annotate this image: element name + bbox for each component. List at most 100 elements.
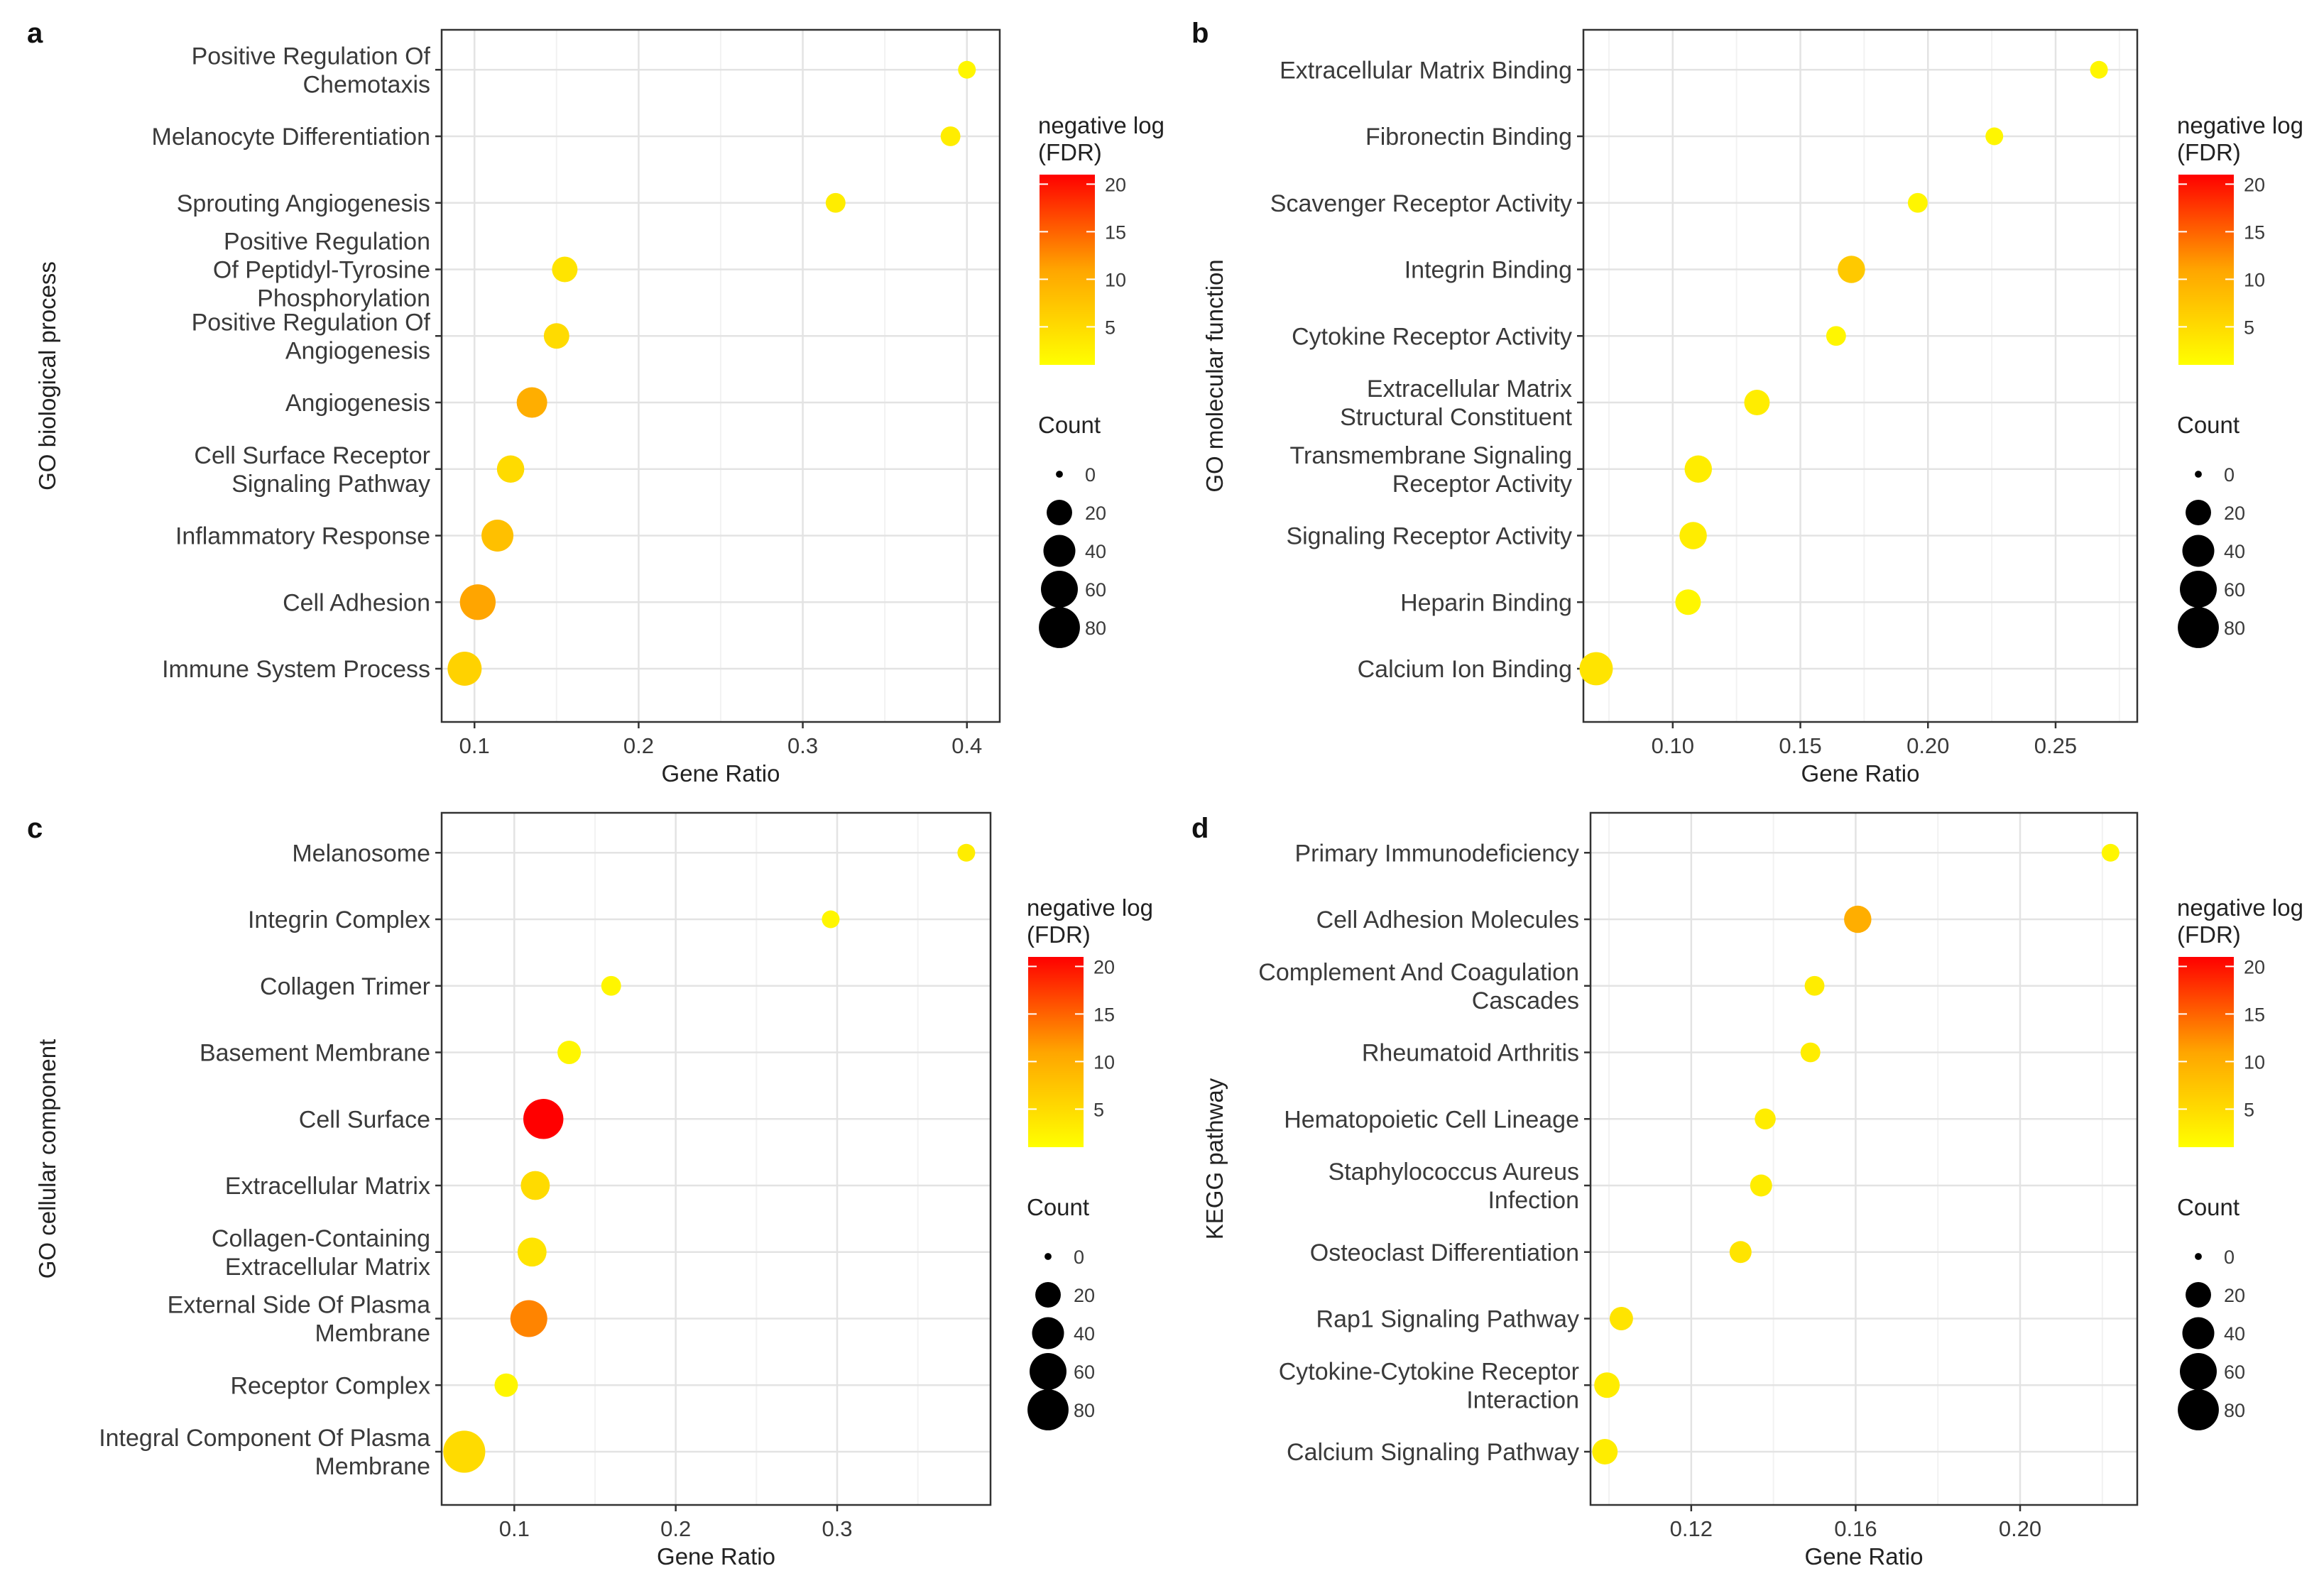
data-point[interactable] bbox=[459, 584, 496, 620]
size-legend-dot bbox=[2195, 471, 2202, 478]
size-legend-dot bbox=[1032, 1317, 1064, 1349]
category-label-line: Heparin Binding bbox=[1400, 589, 1572, 616]
category-label-line: Positive Regulation Of bbox=[192, 43, 431, 70]
x-tick-label: 0.15 bbox=[1779, 733, 1821, 758]
data-point[interactable] bbox=[1804, 975, 1825, 996]
data-point[interactable] bbox=[496, 455, 525, 483]
category-label-line: Osteoclast Differentiation bbox=[1310, 1239, 1579, 1266]
data-point[interactable] bbox=[957, 843, 976, 862]
data-point[interactable] bbox=[481, 520, 514, 552]
data-point[interactable] bbox=[1844, 905, 1872, 933]
plot-border bbox=[1589, 811, 2139, 1506]
size-legend-dot bbox=[1030, 1353, 1066, 1390]
category-label: Signaling Receptor Activity bbox=[1286, 523, 1572, 550]
panel-d: 0.12 0.16 0.20 Primary Immunodeficiency Cell… bbox=[1191, 811, 2303, 1570]
category-label: Calcium Ion Binding bbox=[1358, 656, 1572, 683]
data-point[interactable] bbox=[940, 126, 961, 146]
category-label: Integral Component Of Plasma Membrane bbox=[99, 1425, 430, 1480]
data-point[interactable] bbox=[2101, 843, 2120, 862]
size-legend-label: 20 bbox=[1085, 503, 1106, 524]
data-point[interactable] bbox=[1579, 652, 1613, 686]
data-point[interactable] bbox=[1750, 1174, 1772, 1197]
x-tick-label: 0.20 bbox=[1906, 733, 1949, 758]
category-label: Receptor Complex bbox=[230, 1372, 430, 1399]
data-point[interactable] bbox=[1826, 326, 1846, 346]
data-point[interactable] bbox=[1675, 589, 1701, 615]
y-axis-title: GO molecular function bbox=[1201, 259, 1228, 492]
data-point[interactable] bbox=[510, 1300, 547, 1337]
color-legend-tick-label: 20 bbox=[2244, 174, 2265, 195]
size-legend-label: 80 bbox=[2224, 1400, 2245, 1421]
category-label: External Side Of Plasma Membrane bbox=[168, 1292, 430, 1347]
data-point[interactable] bbox=[1838, 256, 1865, 283]
data-point[interactable] bbox=[1800, 1042, 1821, 1063]
data-point[interactable] bbox=[1907, 192, 1928, 213]
category-label-line: Extracellular Matrix Binding bbox=[1280, 57, 1572, 84]
data-point[interactable] bbox=[1592, 1439, 1618, 1464]
category-label-line: Collagen-Containing bbox=[212, 1225, 430, 1252]
category-label: Melanosome bbox=[292, 840, 430, 867]
size-legend-dot bbox=[2180, 1353, 2217, 1390]
data-point[interactable] bbox=[825, 192, 846, 213]
data-point[interactable] bbox=[523, 1099, 564, 1139]
size-legend-label: 40 bbox=[2224, 1323, 2245, 1345]
color-legend-tick-label: 10 bbox=[2244, 1051, 2265, 1073]
data-point[interactable] bbox=[443, 1430, 486, 1473]
data-point[interactable] bbox=[552, 256, 578, 283]
category-label: Complement And Coagulation Cascades bbox=[1258, 959, 1579, 1014]
data-point[interactable] bbox=[1729, 1241, 1752, 1264]
category-label-line: Integrin Complex bbox=[248, 907, 430, 933]
data-point[interactable] bbox=[958, 60, 976, 79]
data-point[interactable] bbox=[1985, 127, 2004, 146]
data-point[interactable] bbox=[822, 910, 840, 929]
size-legend-label: 20 bbox=[1074, 1285, 1095, 1306]
category-label-line: Integrin Binding bbox=[1404, 257, 1572, 284]
data-point[interactable] bbox=[1679, 522, 1707, 549]
data-point[interactable] bbox=[601, 975, 621, 996]
color-legend-tick-label: 20 bbox=[2244, 956, 2265, 978]
category-label-line: Transmembrane Signaling bbox=[1290, 442, 1573, 469]
size-legend-label: 0 bbox=[1085, 464, 1096, 486]
data-point[interactable] bbox=[516, 387, 547, 418]
category-label-line: Melanocyte Differentiation bbox=[152, 124, 430, 150]
size-legend-label: 20 bbox=[2224, 1285, 2245, 1306]
category-label: Extracellular Matrix bbox=[225, 1173, 430, 1200]
category-label: Positive Regulation Of Angiogenesis bbox=[192, 309, 431, 364]
x-axis-title: Gene Ratio bbox=[657, 1543, 775, 1570]
category-label: Heparin Binding bbox=[1400, 589, 1572, 616]
category-label-line: Staphylococcus Aureus bbox=[1329, 1159, 1579, 1185]
data-point[interactable] bbox=[1594, 1372, 1620, 1398]
category-label: Fibronectin Binding bbox=[1365, 124, 1572, 150]
category-label-line: Immune System Process bbox=[162, 656, 430, 683]
size-legend-label: 60 bbox=[2224, 579, 2245, 601]
category-label-line: Signaling Receptor Activity bbox=[1286, 523, 1572, 550]
size-legend-dot bbox=[2178, 607, 2219, 648]
category-label-line: Basement Membrane bbox=[200, 1040, 430, 1067]
category-label-line: Extracellular Matrix bbox=[225, 1173, 430, 1200]
data-point[interactable] bbox=[543, 323, 569, 349]
data-point[interactable] bbox=[1755, 1108, 1776, 1129]
color-legend-tick-label: 20 bbox=[1105, 174, 1126, 195]
color-legend-tick-label: 20 bbox=[1093, 956, 1115, 978]
data-point[interactable] bbox=[2090, 60, 2108, 79]
data-point[interactable] bbox=[1609, 1307, 1633, 1330]
x-tick-label: 0.25 bbox=[2034, 733, 2077, 758]
category-label-line: Scavenger Receptor Activity bbox=[1270, 190, 1572, 217]
color-legend-title: (FDR) bbox=[2177, 139, 2241, 165]
color-legend-tick-label: 15 bbox=[2244, 1004, 2265, 1025]
category-label: Extracellular Matrix Binding bbox=[1280, 57, 1572, 84]
category-label: Integrin Complex bbox=[248, 907, 430, 933]
data-point[interactable] bbox=[1684, 455, 1713, 483]
category-label: Sprouting Angiogenesis bbox=[177, 190, 430, 217]
category-label: Basement Membrane bbox=[200, 1040, 430, 1067]
x-tick-label: 0.1 bbox=[499, 1516, 530, 1541]
data-point[interactable] bbox=[520, 1171, 550, 1200]
data-point[interactable] bbox=[557, 1041, 582, 1064]
size-legend-label: 0 bbox=[2224, 1247, 2235, 1268]
category-label-line: Positive Regulation bbox=[224, 229, 430, 256]
data-point[interactable] bbox=[517, 1237, 547, 1267]
panel-label: a bbox=[27, 18, 43, 49]
data-point[interactable] bbox=[447, 652, 482, 686]
data-point[interactable] bbox=[1744, 390, 1770, 415]
data-point[interactable] bbox=[494, 1373, 518, 1397]
